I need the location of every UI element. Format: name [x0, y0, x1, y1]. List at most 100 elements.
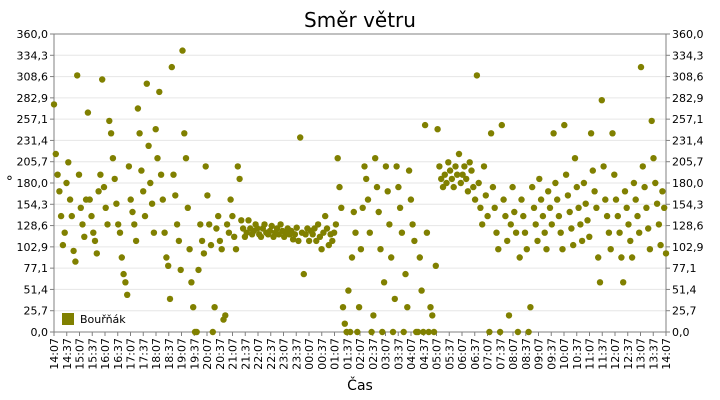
data-point [480, 163, 488, 170]
data-point [595, 254, 602, 261]
data-point [218, 246, 225, 253]
data-point [445, 159, 452, 166]
data-point [293, 224, 300, 231]
data-point [416, 254, 423, 261]
data-point [322, 212, 329, 220]
data-point [637, 63, 645, 71]
data-point [332, 221, 340, 228]
data-point [552, 179, 559, 187]
data-point [254, 225, 261, 232]
data-point [168, 63, 175, 71]
data-point [505, 312, 513, 319]
y-tick-label-left: 231,4 [17, 134, 49, 147]
x-tick-label: 01:37 [341, 338, 354, 370]
data-point [348, 254, 356, 261]
data-point [450, 183, 457, 191]
data-point [570, 241, 577, 249]
data-point [636, 229, 643, 236]
data-point [166, 295, 174, 303]
data-point [129, 208, 136, 216]
data-point [190, 304, 197, 311]
y-tick-label-right: 205,7 [672, 156, 704, 169]
data-point [389, 328, 397, 336]
data-point [266, 227, 274, 235]
data-point [213, 225, 220, 232]
data-point [75, 171, 83, 178]
data-point [329, 237, 336, 245]
y-tick-label-right: 231,4 [672, 134, 704, 147]
y-tick-label-right: 334,3 [672, 49, 704, 62]
x-tick-label: 16:37 [112, 338, 125, 370]
data-point [475, 179, 482, 187]
data-point [652, 179, 659, 187]
data-point [345, 287, 352, 294]
data-point [338, 204, 345, 211]
legend: Bouřňák [62, 313, 126, 326]
data-point [577, 221, 584, 228]
data-point [93, 250, 101, 257]
data-point [536, 175, 543, 183]
data-point [84, 109, 92, 116]
data-point [602, 196, 609, 203]
data-point [400, 328, 407, 336]
data-point [372, 155, 379, 162]
data-point [534, 237, 541, 245]
data-point [545, 188, 552, 195]
data-point [616, 229, 623, 236]
data-point [496, 328, 504, 336]
data-point [482, 192, 489, 199]
data-point [323, 225, 331, 232]
x-tick-label: 07:07 [482, 338, 495, 370]
data-point [140, 188, 147, 195]
data-point [66, 196, 74, 203]
y-tick-label-right: 154,3 [672, 198, 704, 211]
data-point [498, 121, 505, 129]
x-tick-label: 07:37 [494, 338, 507, 370]
data-point [484, 212, 491, 220]
data-point [113, 200, 120, 207]
data-point [630, 179, 638, 187]
x-tick-label: 09:37 [545, 338, 558, 370]
data-point [561, 121, 568, 129]
data-point [198, 237, 206, 245]
x-tick-label: 21:07 [227, 338, 240, 370]
data-point [202, 163, 209, 170]
y-tick-label-right: 25,7 [672, 305, 697, 318]
data-point [177, 266, 184, 274]
data-point [586, 233, 593, 240]
data-point [555, 212, 563, 220]
data-point [320, 229, 327, 236]
data-point [173, 221, 181, 228]
data-point [523, 246, 530, 253]
data-point [489, 183, 497, 191]
data-point [525, 328, 532, 336]
data-point [72, 258, 79, 265]
data-point [81, 233, 88, 240]
data-point [305, 237, 313, 245]
data-point [172, 192, 179, 199]
data-point [57, 212, 65, 220]
data-point [125, 163, 133, 170]
data-point [318, 246, 325, 253]
data-point [607, 246, 614, 253]
x-tick-label: 10:07 [558, 338, 571, 370]
data-point [300, 270, 307, 278]
data-point [537, 196, 545, 203]
data-point [409, 221, 416, 228]
data-point [557, 229, 564, 236]
data-point [302, 231, 309, 238]
data-point [596, 279, 604, 286]
data-point [582, 200, 589, 207]
data-point [493, 229, 500, 236]
data-point [229, 212, 236, 220]
data-point [86, 196, 93, 203]
data-point [366, 229, 373, 236]
data-point [215, 212, 222, 220]
x-tick-label: 04:07 [405, 338, 418, 370]
x-tick-label: 15:37 [86, 338, 99, 370]
data-point [459, 171, 466, 178]
y-tick-label-left: 25,7 [24, 305, 49, 318]
x-tick-label: 11:37 [596, 338, 609, 370]
x-tick-label: 20:37 [214, 338, 227, 370]
x-tick-label: 10:37 [571, 338, 584, 370]
